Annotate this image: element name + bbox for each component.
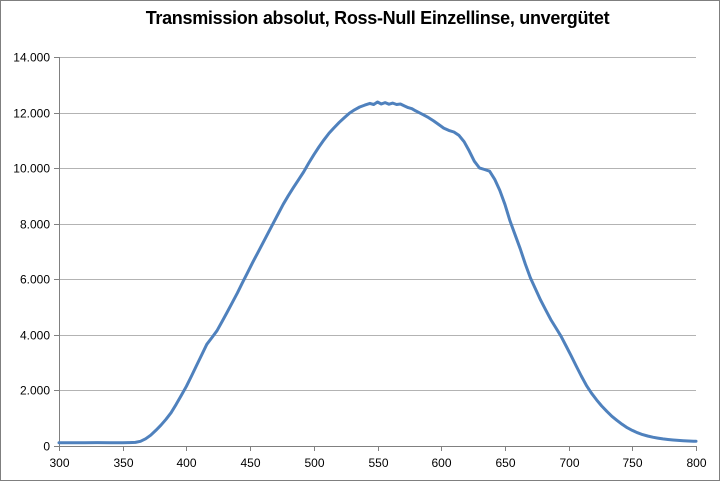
x-tick-label: 700 <box>559 456 579 470</box>
x-tick-label: 750 <box>622 456 642 470</box>
y-tick-label: 2.000 <box>20 384 50 398</box>
x-tick-label: 450 <box>240 456 260 470</box>
y-tick-label: 6.000 <box>20 273 50 287</box>
transmission-curve <box>57 100 698 445</box>
x-tick-label: 400 <box>176 456 196 470</box>
x-tick-label: 300 <box>49 456 69 470</box>
y-tick-label: 4.000 <box>20 329 50 343</box>
y-tick-label: 0 <box>43 440 50 454</box>
x-tick-label: 350 <box>113 456 133 470</box>
y-tick-label: 10.000 <box>13 162 50 176</box>
y-tick-label: 12.000 <box>13 107 50 121</box>
chart-title: Transmission absolut, Ross-Null Einzelli… <box>145 8 610 28</box>
x-tick-label: 550 <box>368 456 388 470</box>
y-tick-label: 14.000 <box>13 51 50 65</box>
y-tick-label: 8.000 <box>20 218 50 232</box>
x-tick-label: 500 <box>304 456 324 470</box>
x-tick-label: 650 <box>495 456 515 470</box>
x-tick-label: 600 <box>431 456 451 470</box>
x-tick-label: 800 <box>686 456 706 470</box>
